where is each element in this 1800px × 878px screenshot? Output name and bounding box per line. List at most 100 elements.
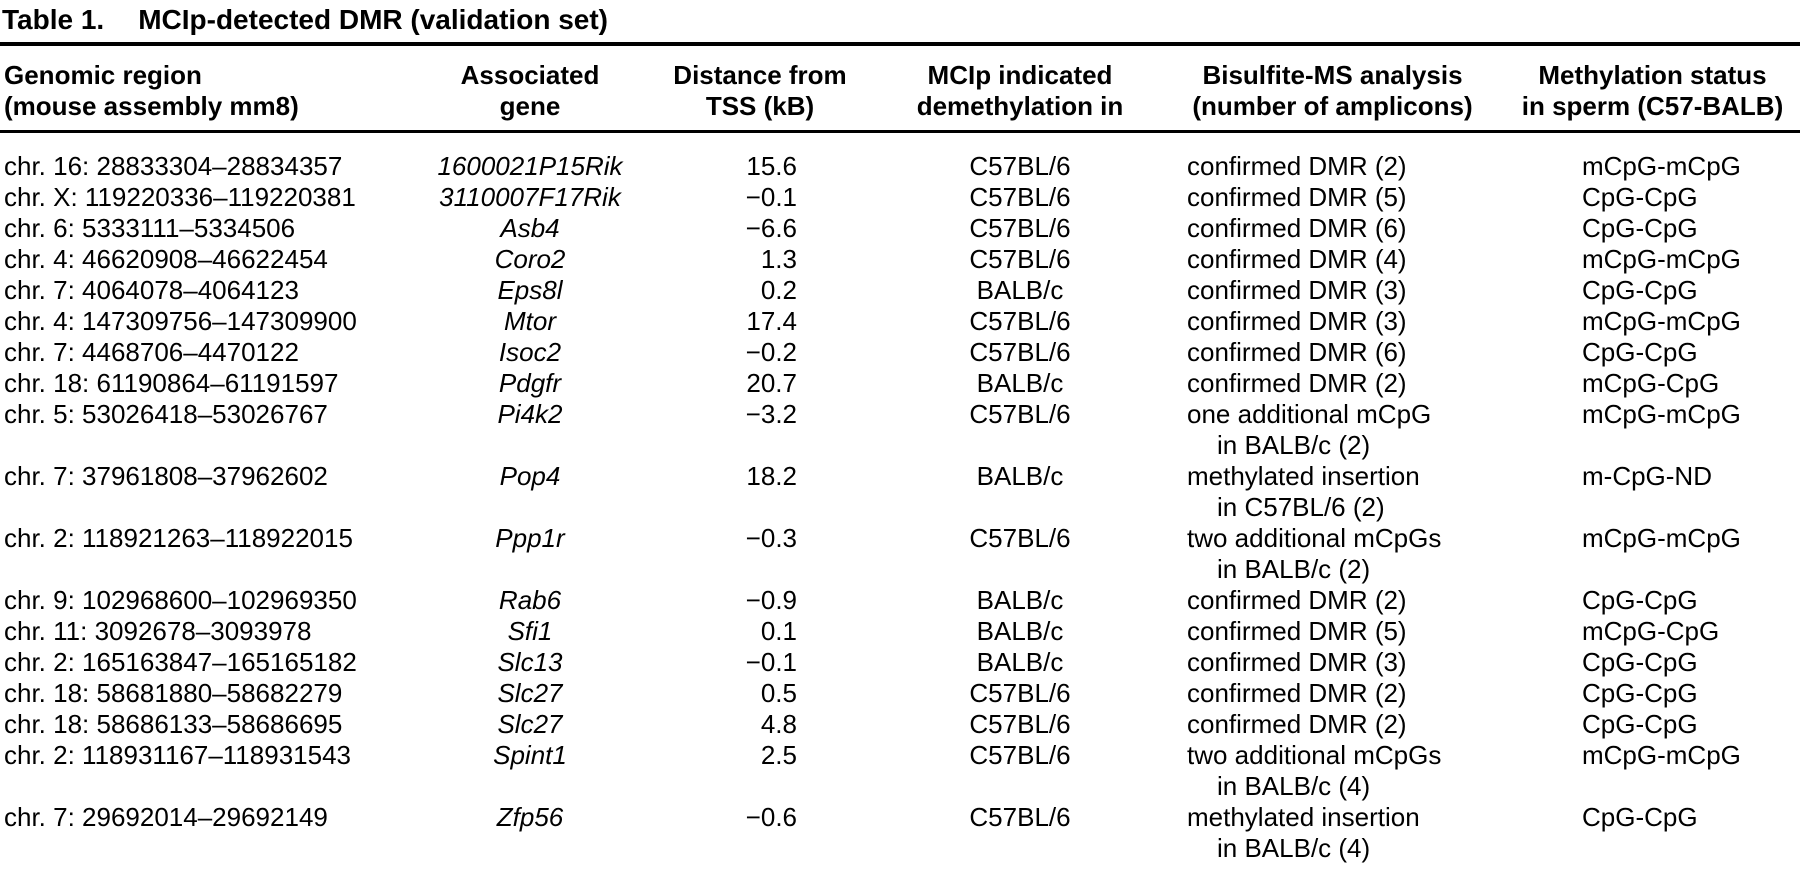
cell-distance-from-tss: 20.7 [746, 368, 797, 398]
cell-demethylation-in: BALB/c [976, 368, 1064, 398]
cell-associated-gene: Slc27 [497, 678, 563, 708]
cell-genomic-region: chr. X: 119220336–119220381 [4, 182, 356, 212]
column-header-line: Distance from [673, 60, 847, 90]
cell-distance-from-tss: −0.6 [745, 802, 797, 832]
cell-distance-from-tss: −3.2 [745, 399, 797, 429]
cell-genomic-region: chr. 2: 118931167–118931543 [4, 740, 351, 770]
cell-distance-from-tss: 1.3 [760, 244, 797, 274]
cell-demethylation-in: C57BL/6 [969, 151, 1071, 181]
cell-associated-gene: Sfi1 [507, 616, 553, 646]
cell-associated-gene: Zfp56 [496, 802, 564, 832]
cell-distance-from-tss: −6.6 [745, 213, 797, 243]
cell-bisulfite-analysis: one additional mCpG in BALB/c (2) [1160, 399, 1505, 461]
column-header-line: in sperm (C57-BALB) [1521, 91, 1784, 121]
column-header-line: MCIp indicated [927, 60, 1113, 90]
bisulfite-line: methylated insertion [1187, 461, 1420, 491]
bisulfite-line: confirmed DMR (2) [1187, 709, 1407, 739]
cell-genomic-region: chr. 2: 165163847–165165182 [4, 647, 357, 677]
bisulfite-continuation-line: in BALB/c (4) [1217, 833, 1371, 863]
table-row: chr. 7: 37961808–37962602 Pop4 18.2 BALB/c m… [0, 461, 1800, 523]
cell-associated-gene: Rab6 [498, 585, 562, 615]
cell-genomic-region: chr. 18: 58686133–58686695 [4, 709, 343, 739]
cell-genomic-region: chr. 9: 102968600–102969350 [4, 585, 357, 615]
cell-methylation-status: mCpG-mCpG [1582, 740, 1741, 770]
top-rule-divider [0, 42, 1800, 46]
cell-genomic-region: chr. 6: 5333111–5334506 [4, 213, 296, 243]
cell-demethylation-in: C57BL/6 [969, 182, 1071, 212]
cell-demethylation-in: C57BL/6 [969, 306, 1071, 336]
cell-associated-gene: Pi4k2 [497, 399, 563, 429]
cell-distance-from-tss: 2.5 [760, 740, 797, 770]
data-table: chr. 16: 28833304–28834357 1600021P15Rik 1… [0, 151, 1800, 864]
cell-demethylation-in: C57BL/6 [969, 337, 1071, 367]
cell-associated-gene: Slc13 [497, 647, 563, 677]
bisulfite-line: confirmed DMR (5) [1187, 616, 1407, 646]
cell-genomic-region: chr. 2: 118921263–118922015 [4, 523, 353, 553]
cell-genomic-region: chr. 5: 53026418–53026767 [4, 399, 328, 429]
cell-bisulfite-analysis: confirmed DMR (2) [1160, 585, 1505, 616]
cell-methylation-status: CpG-CpG [1582, 337, 1698, 367]
bisulfite-line: confirmed DMR (3) [1187, 647, 1407, 677]
cell-associated-gene: 1600021P15Rik [437, 151, 623, 181]
column-header-mcip-demethylation: MCIp indicated demethylation in [880, 46, 1160, 130]
table-row: chr. 9: 102968600–102969350 Rab6 −0.9 BALB/… [0, 585, 1800, 616]
bisulfite-line: confirmed DMR (3) [1187, 306, 1407, 336]
column-header-line: Genomic region [4, 60, 202, 90]
cell-demethylation-in: C57BL/6 [969, 740, 1071, 770]
table-row: chr. 5: 53026418–53026767 Pi4k2 −3.2 C57BL/… [0, 399, 1800, 461]
table-title: Table 1. MCIp-detected DMR (validation se… [0, 0, 1800, 42]
cell-genomic-region: chr. 7: 29692014–29692149 [4, 802, 328, 832]
cell-methylation-status: CpG-CpG [1582, 213, 1698, 243]
column-header-line: (mouse assembly mm8) [4, 91, 299, 121]
cell-methylation-status: CpG-CpG [1582, 678, 1698, 708]
bisulfite-line: confirmed DMR (6) [1187, 337, 1407, 367]
table-row: chr. 7: 4468706–4470122 Isoc2 −0.2 C57BL/6 c… [0, 337, 1800, 368]
bisulfite-line: confirmed DMR (5) [1187, 182, 1407, 212]
table-caption: MCIp-detected DMR (validation set) [138, 4, 608, 35]
table-row: chr. 7: 29692014–29692149 Zfp56 −0.6 C57BL/… [0, 802, 1800, 864]
cell-bisulfite-analysis: confirmed DMR (5) [1160, 616, 1505, 647]
bisulfite-line: confirmed DMR (2) [1187, 678, 1407, 708]
column-header-distance-from-tss: Distance from TSS (kB) [640, 46, 880, 130]
cell-bisulfite-analysis: two additional mCpGs in BALB/c (4) [1160, 740, 1505, 802]
cell-distance-from-tss: −0.3 [745, 523, 797, 553]
cell-bisulfite-analysis: confirmed DMR (5) [1160, 182, 1505, 213]
column-header-associated-gene: Associated gene [420, 46, 640, 130]
cell-methylation-status: mCpG-CpG [1582, 368, 1720, 398]
cell-bisulfite-analysis: methylated insertion in C57BL/6 (2) [1160, 461, 1505, 523]
table-row: chr. 18: 58686133–58686695 Slc27 4.8 C57BL/… [0, 709, 1800, 740]
column-header-line: Methylation status [1538, 60, 1767, 90]
cell-distance-from-tss: −0.1 [745, 647, 797, 677]
cell-methylation-status: mCpG-mCpG [1582, 306, 1741, 336]
bisulfite-line: confirmed DMR (6) [1187, 213, 1407, 243]
cell-distance-from-tss: 17.4 [746, 306, 797, 336]
bisulfite-line: confirmed DMR (4) [1187, 244, 1407, 274]
cell-associated-gene: Ppp1r [495, 523, 565, 553]
bisulfite-line: confirmed DMR (2) [1187, 151, 1407, 181]
cell-genomic-region: chr. 11: 3092678–3093978 [4, 616, 312, 646]
cell-methylation-status: mCpG-mCpG [1582, 399, 1741, 429]
cell-associated-gene: Slc27 [497, 709, 563, 739]
table-row: chr. 2: 165163847–165165182 Slc13 −0.1 BALB… [0, 647, 1800, 678]
cell-bisulfite-analysis: confirmed DMR (6) [1160, 213, 1505, 244]
cell-methylation-status: CpG-CpG [1582, 275, 1698, 305]
cell-methylation-status: m-CpG-ND [1582, 461, 1712, 491]
table-row: chr. X: 119220336–119220381 3110007F17Rik… [0, 182, 1800, 213]
cell-distance-from-tss: −0.9 [745, 585, 797, 615]
cell-associated-gene: Asb4 [500, 213, 560, 243]
bisulfite-line: confirmed DMR (2) [1187, 585, 1407, 615]
cell-methylation-status: CpG-CpG [1582, 709, 1698, 739]
cell-demethylation-in: C57BL/6 [969, 244, 1071, 274]
cell-bisulfite-analysis: confirmed DMR (3) [1160, 306, 1505, 337]
cell-methylation-status: CpG-CpG [1582, 182, 1698, 212]
bisulfite-line: confirmed DMR (2) [1187, 368, 1407, 398]
table-row: chr. 11: 3092678–3093978 Sfi1 0.1 BALB/c con… [0, 616, 1800, 647]
cell-genomic-region: chr. 4: 46620908–46622454 [4, 244, 328, 274]
column-header-line: demethylation in [916, 91, 1124, 121]
cell-bisulfite-analysis: confirmed DMR (6) [1160, 337, 1505, 368]
bisulfite-continuation-line: in BALB/c (2) [1217, 430, 1371, 460]
bisulfite-line: methylated insertion [1187, 802, 1420, 832]
bisulfite-line: one additional mCpG [1187, 399, 1432, 429]
cell-bisulfite-analysis: confirmed DMR (2) [1160, 151, 1505, 182]
cell-demethylation-in: BALB/c [976, 461, 1064, 491]
